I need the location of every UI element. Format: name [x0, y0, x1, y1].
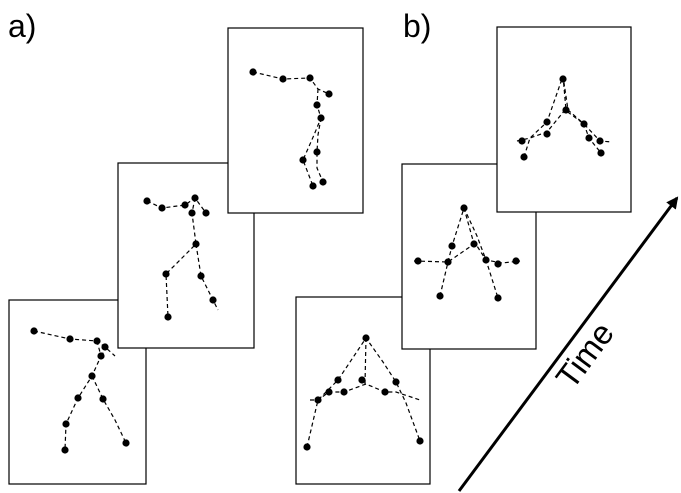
frame-a3-border	[227, 27, 364, 214]
panel-a-label: a)	[8, 8, 37, 44]
skeleton-a2	[146, 197, 219, 318]
panel-b	[295, 26, 632, 485]
time-arrow	[457, 196, 679, 492]
panel-b-label: b)	[403, 8, 432, 44]
frame-b3-border	[496, 26, 632, 213]
joints-b3	[518, 75, 605, 161]
joints-b2	[414, 204, 520, 302]
joints-b1	[303, 334, 424, 451]
frame-b3	[496, 26, 632, 213]
joints-a3	[249, 68, 333, 190]
frame-a3	[227, 27, 364, 214]
panel-a	[8, 27, 364, 485]
joints-a1	[30, 327, 130, 454]
joints-a2	[143, 194, 217, 321]
frame-a1	[8, 299, 147, 485]
